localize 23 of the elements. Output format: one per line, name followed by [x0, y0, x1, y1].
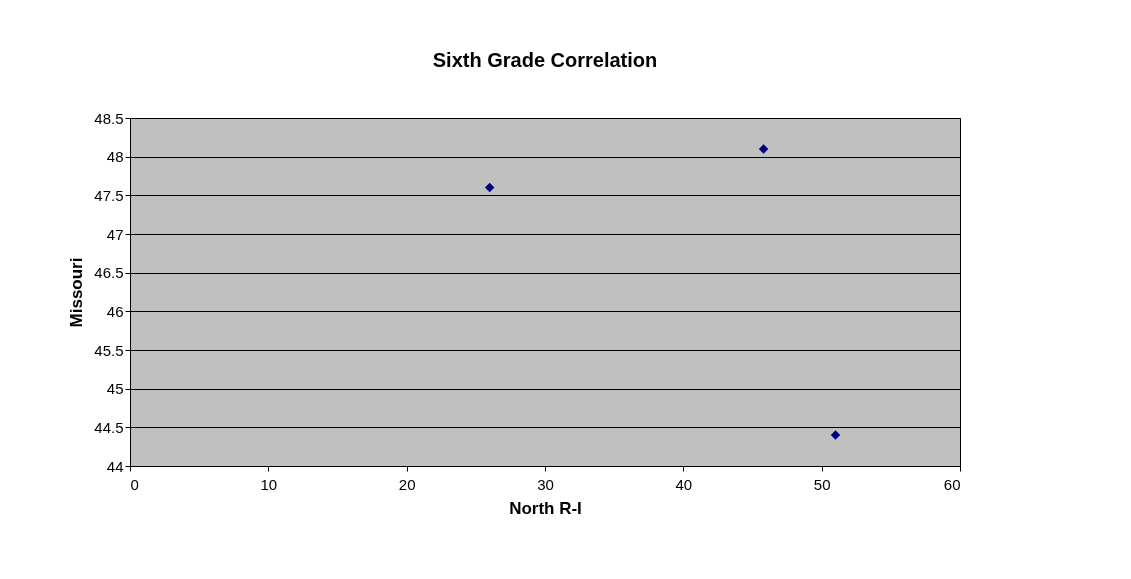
point: [758, 144, 769, 154]
chart-title: Sixth Grade Correlation: [432, 49, 658, 71]
y-tick-label: 47: [106, 225, 124, 243]
x-tick-label: 10: [260, 475, 278, 493]
point: [830, 430, 841, 440]
y-tick-label: 48: [106, 148, 124, 166]
x-tick-label: 60: [943, 475, 961, 493]
x-tick-label: 50: [813, 475, 831, 493]
y-tick-label: 45: [106, 380, 124, 398]
x-tick-label: 20: [398, 475, 416, 493]
y-tick-label: 46.5: [94, 264, 124, 282]
y-tick-label: 44.5: [94, 418, 124, 436]
point: [484, 182, 495, 193]
y-axis-title: Missouri: [67, 257, 87, 328]
y-tick-label: 48.5: [94, 109, 124, 127]
x-tick-label: 30: [537, 475, 554, 493]
y-tick-label: 47.5: [94, 186, 124, 204]
x-tick-label: 0: [130, 475, 139, 493]
y-tick-label: 44: [106, 457, 124, 475]
x-tick-label: 40: [675, 475, 693, 493]
y-tick-label: 46: [106, 302, 124, 320]
y-tick-label: 45.5: [94, 341, 124, 359]
x-axis-title: North R-I: [509, 498, 582, 518]
